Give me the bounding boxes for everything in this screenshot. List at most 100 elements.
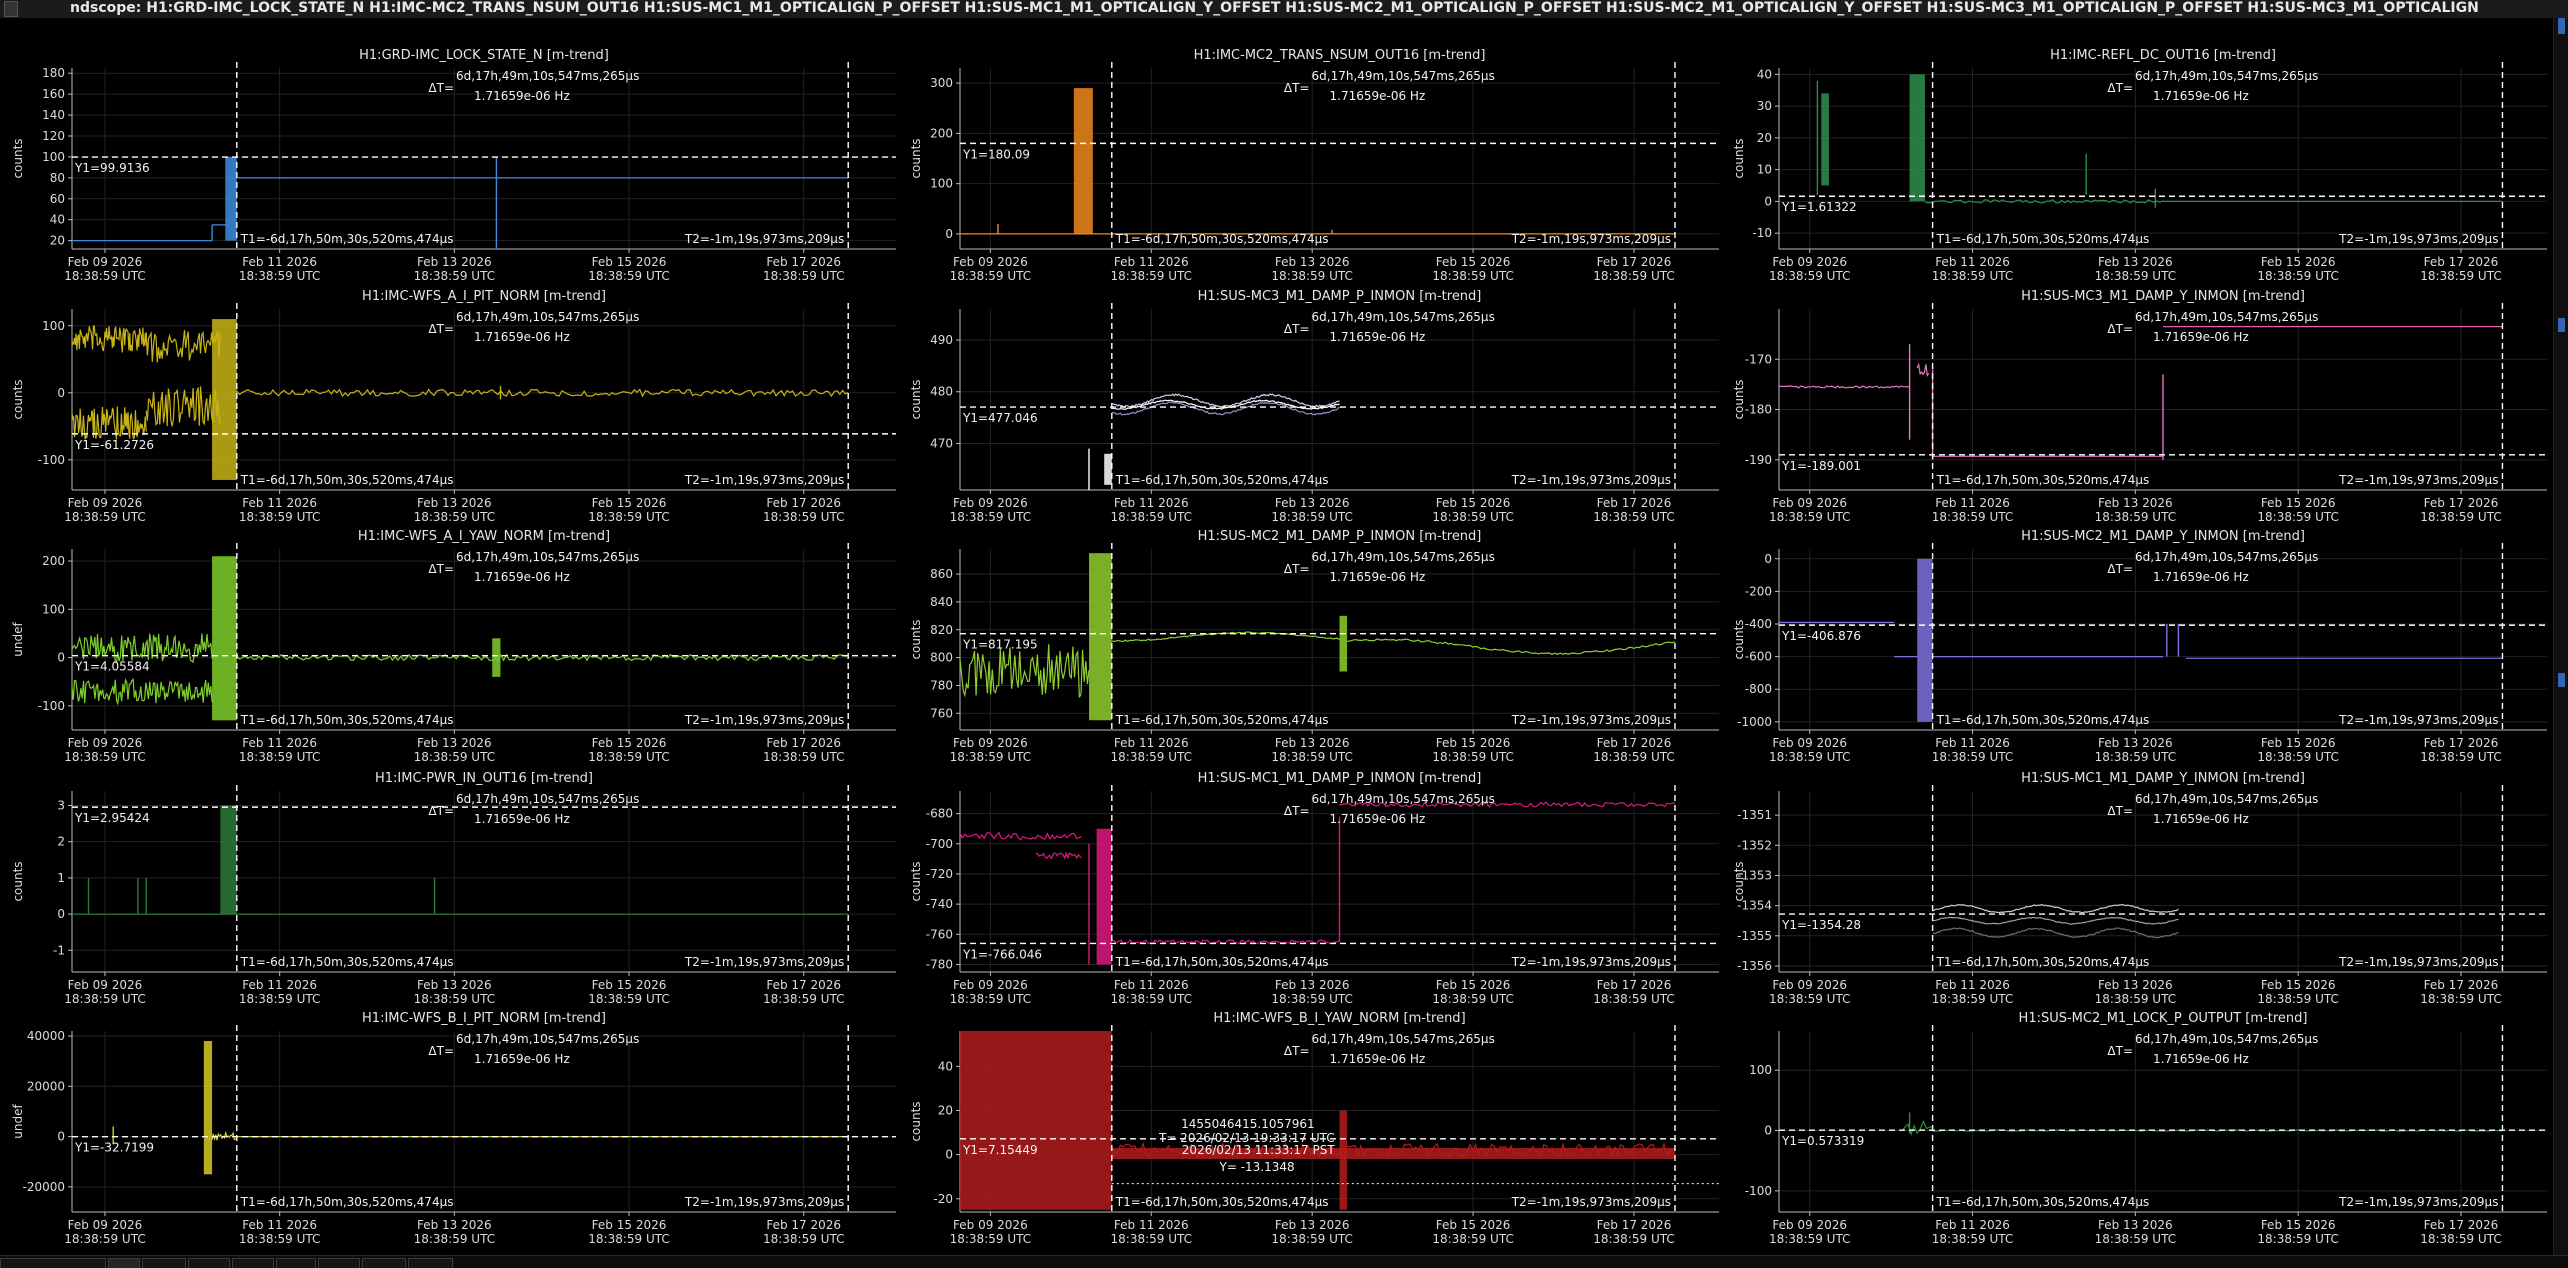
delta-t-value: 6d,17h,49m,10s,547ms,265µs xyxy=(2135,792,2318,806)
y-tick-label: -740 xyxy=(926,897,953,911)
x-tick-label: Feb 15 2026 xyxy=(1436,255,1511,269)
delta-t-value: 6d,17h,49m,10s,547ms,265µs xyxy=(456,69,639,83)
x-tick-label: Feb 13 2026 xyxy=(2098,736,2173,750)
x-tick-label: Feb 17 2026 xyxy=(1597,978,1672,992)
plot-panel[interactable]: H1:SUS-MC2_M1_DAMP_Y_INMON [m-trend] -100… xyxy=(1731,525,2553,766)
x-tick-sublabel: 18:38:59 UTC xyxy=(2420,510,2502,524)
x-tick-label: Feb 09 2026 xyxy=(953,496,1028,510)
x-tick-label: Feb 13 2026 xyxy=(1275,1218,1350,1232)
dense-band xyxy=(1821,93,1829,186)
grid xyxy=(960,309,1719,490)
y-tick-label: 0 xyxy=(57,651,65,665)
plot-panel[interactable]: H1:SUS-MC1_M1_DAMP_P_INMON [m-trend] -780… xyxy=(908,767,1725,1008)
x-tick-label: Feb 11 2026 xyxy=(1114,255,1189,269)
y-tick-label: 860 xyxy=(930,567,953,581)
x-tick-sublabel: 18:38:59 UTC xyxy=(1769,992,1851,1006)
x-tick-label: Feb 17 2026 xyxy=(766,736,841,750)
x-tick-sublabel: 18:38:59 UTC xyxy=(414,510,496,524)
t2-cursor-label: T2=-1m,19s,973ms,209µs xyxy=(1511,713,1671,727)
plot-panel[interactable]: H1:IMC-REFL_DC_OUT16 [m-trend] -10 0 10 20 30… xyxy=(1731,44,2553,285)
x-tick-sublabel: 18:38:59 UTC xyxy=(1432,510,1514,524)
plot-panel[interactable]: H1:IMC-MC2_TRANS_NSUM_OUT16 [m-trend] 0 10… xyxy=(908,44,1725,285)
hover-pst-time: 2026/02/13 11:33:17 PST xyxy=(1182,1143,1336,1157)
plot-panel[interactable]: H1:SUS-MC2_M1_DAMP_P_INMON [m-trend] 760 7… xyxy=(908,525,1725,766)
x-tick-label: Feb 09 2026 xyxy=(953,736,1028,750)
y-tick-label: 0 xyxy=(57,386,65,400)
plot-panel[interactable]: H1:IMC-WFS_A_I_YAW_NORM [m-trend] -100 0 10… xyxy=(0,525,902,766)
y-tick-label: -680 xyxy=(926,807,953,821)
t1-cursor-label: T1=-6d,17h,50m,30s,520ms,474µs xyxy=(1936,1195,2150,1209)
y-tick-label: -700 xyxy=(926,837,953,851)
x-tick-sublabel: 18:38:59 UTC xyxy=(1769,510,1851,524)
x-tick-label: Feb 11 2026 xyxy=(1935,1218,2010,1232)
x-tick-sublabel: 18:38:59 UTC xyxy=(950,992,1032,1006)
grid xyxy=(1779,549,2547,730)
plot-panel[interactable]: H1:SUS-MC2_M1_LOCK_P_OUTPUT [m-trend] -10… xyxy=(1731,1007,2553,1248)
x-tick-label: Feb 15 2026 xyxy=(592,736,667,750)
x-tick-label: Feb 13 2026 xyxy=(2098,978,2173,992)
bottom-tab[interactable] xyxy=(408,1258,453,1268)
plot-panel[interactable]: H1:GRD-IMC_LOCK_STATE_N [m-trend] 20 40 60 8… xyxy=(0,44,902,285)
delta-t-label: ΔT= xyxy=(2107,1044,2133,1058)
x-tick-sublabel: 18:38:59 UTC xyxy=(1271,750,1353,764)
x-tick-label: Feb 13 2026 xyxy=(417,978,492,992)
delta-t-value: 6d,17h,49m,10s,547ms,265µs xyxy=(456,792,639,806)
plot-panel[interactable]: H1:SUS-MC1_M1_DAMP_Y_INMON [m-trend] -135… xyxy=(1731,767,2553,1008)
x-tick-sublabel: 18:38:59 UTC xyxy=(239,510,321,524)
bottom-tab[interactable] xyxy=(232,1258,274,1268)
plot-panel[interactable]: H1:IMC-WFS_A_I_PIT_NORM [m-trend] -100 0 10… xyxy=(0,285,902,526)
x-tick-sublabel: 18:38:59 UTC xyxy=(2420,269,2502,283)
data-series xyxy=(1932,903,2179,939)
bottom-tab[interactable] xyxy=(0,1258,106,1268)
x-tick-label: Feb 09 2026 xyxy=(68,978,143,992)
scroll-marker xyxy=(2558,18,2565,34)
scroll-marker xyxy=(2558,318,2565,332)
side-scroll-strip[interactable] xyxy=(2553,18,2568,1255)
plot-panel[interactable]: H1:IMC-PWR_IN_OUT16 [m-trend] -1 0 1 2 3 count… xyxy=(0,767,902,1008)
y-tick-label: -1 xyxy=(53,943,65,957)
data-series xyxy=(960,801,1676,965)
plot-panel[interactable]: H1:SUS-MC3_M1_DAMP_P_INMON [m-trend] 470 4… xyxy=(908,285,1725,526)
x-tick-label: Feb 17 2026 xyxy=(1597,736,1672,750)
series-line xyxy=(960,831,1082,841)
delta-t-value: 6d,17h,49m,10s,547ms,265µs xyxy=(2135,1032,2318,1046)
delta-f-value: 1.71659e-06 Hz xyxy=(1330,570,1426,584)
plot-panel[interactable]: H1:SUS-MC3_M1_DAMP_Y_INMON [m-trend] -190… xyxy=(1731,285,2553,526)
delta-t-label: ΔT= xyxy=(1284,1044,1310,1058)
delta-t-value: 6d,17h,49m,10s,547ms,265µs xyxy=(1312,69,1495,83)
bottom-tab[interactable] xyxy=(142,1258,186,1268)
t1-cursor-label: T1=-6d,17h,50m,30s,520ms,474µs xyxy=(1115,473,1329,487)
x-tick-sublabel: 18:38:59 UTC xyxy=(1932,269,2014,283)
x-tick-sublabel: 18:38:59 UTC xyxy=(763,510,845,524)
delta-t-value: 6d,17h,49m,10s,547ms,265µs xyxy=(1312,550,1495,564)
x-tick-sublabel: 18:38:59 UTC xyxy=(1932,1232,2014,1246)
window-title-bar: ndscope: H1:GRD-IMC_LOCK_STATE_N H1:IMC-… xyxy=(0,0,2568,18)
x-tick-label: Feb 11 2026 xyxy=(1114,496,1189,510)
y-tick-label: -10 xyxy=(1752,226,1772,240)
x-tick-sublabel: 18:38:59 UTC xyxy=(2420,750,2502,764)
plot-title: H1:GRD-IMC_LOCK_STATE_N [m-trend] xyxy=(359,48,609,63)
bottom-tab[interactable] xyxy=(108,1258,140,1268)
data-series xyxy=(72,556,849,721)
t1-cursor-label: T1=-6d,17h,50m,30s,520ms,474µs xyxy=(240,232,454,246)
x-tick-sublabel: 18:38:59 UTC xyxy=(64,510,146,524)
y-axis-label: counts xyxy=(1732,861,1746,901)
bottom-tab[interactable] xyxy=(188,1258,230,1268)
plot-panel[interactable]: H1:IMC-WFS_B_I_YAW_NORM [m-trend] -20 0 20 4… xyxy=(908,1007,1725,1248)
bottom-tab[interactable] xyxy=(318,1258,360,1268)
bottom-tab[interactable] xyxy=(362,1258,406,1268)
x-tick-label: Feb 15 2026 xyxy=(1436,1218,1511,1232)
series-line xyxy=(1901,1119,1933,1136)
delta-t-value: 6d,17h,49m,10s,547ms,265µs xyxy=(456,550,639,564)
x-tick-label: Feb 15 2026 xyxy=(2261,496,2336,510)
plot-title: H1:IMC-WFS_B_I_PIT_NORM [m-trend] xyxy=(362,1011,606,1026)
data-series xyxy=(72,319,849,480)
y-tick-label: 800 xyxy=(930,651,953,665)
x-tick-label: Feb 15 2026 xyxy=(1436,736,1511,750)
plot-panel[interactable]: H1:IMC-WFS_B_I_PIT_NORM [m-trend] -20000 0… xyxy=(0,1007,902,1248)
x-tick-sublabel: 18:38:59 UTC xyxy=(1432,269,1514,283)
t1-cursor-label: T1=-6d,17h,50m,30s,520ms,474µs xyxy=(240,473,454,487)
x-tick-sublabel: 18:38:59 UTC xyxy=(2257,1232,2339,1246)
bottom-tab[interactable] xyxy=(276,1258,316,1268)
delta-t-label: ΔT= xyxy=(428,81,454,95)
